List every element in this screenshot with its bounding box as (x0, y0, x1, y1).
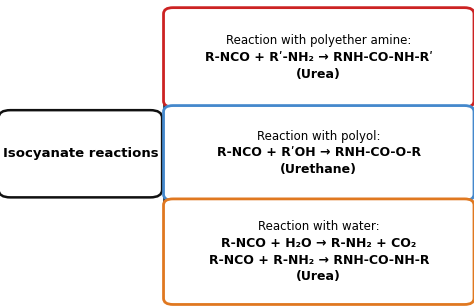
Text: R-NCO + R-NH₂ → RNH-CO-NH-R: R-NCO + R-NH₂ → RNH-CO-NH-R (209, 254, 429, 267)
Text: R-NCO + Rʹ-NH₂ → RNH-CO-NH-Rʹ: R-NCO + Rʹ-NH₂ → RNH-CO-NH-Rʹ (205, 51, 433, 64)
Text: Isocyanate reactions: Isocyanate reactions (2, 147, 158, 160)
FancyBboxPatch shape (0, 110, 162, 197)
FancyBboxPatch shape (164, 106, 474, 200)
Text: R-NCO + H₂O → R-NH₂ + CO₂: R-NCO + H₂O → R-NH₂ + CO₂ (221, 237, 416, 250)
Text: Reaction with water:: Reaction with water: (258, 220, 380, 233)
FancyBboxPatch shape (164, 8, 474, 107)
Text: Reaction with polyether amine:: Reaction with polyether amine: (226, 34, 411, 47)
Text: (Urea): (Urea) (296, 271, 341, 283)
Text: (Urea): (Urea) (296, 68, 341, 81)
Text: (Urethane): (Urethane) (280, 163, 357, 176)
Text: Reaction with polyol:: Reaction with polyol: (257, 130, 381, 143)
FancyBboxPatch shape (164, 199, 474, 304)
Text: R-NCO + RʹOH → RNH-CO-O-R: R-NCO + RʹOH → RNH-CO-O-R (217, 147, 421, 159)
